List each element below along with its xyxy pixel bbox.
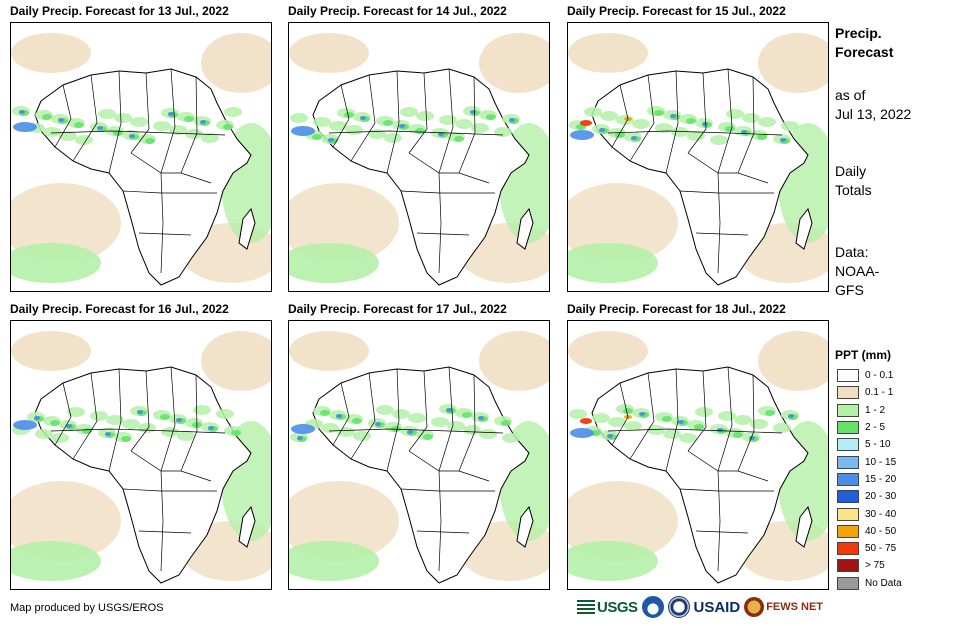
usgs-logo: USGS bbox=[577, 599, 638, 616]
legend-label: 1 - 2 bbox=[865, 404, 886, 416]
legend-item: 40 - 50 bbox=[837, 523, 902, 540]
legend-item: 10 - 15 bbox=[837, 453, 902, 470]
precip-map[interactable] bbox=[10, 320, 272, 590]
as-of-date: as of Jul 13, 2022 bbox=[835, 86, 911, 124]
africa-map-svg bbox=[289, 331, 549, 584]
legend-swatch bbox=[837, 576, 859, 590]
legend-item: > 75 bbox=[837, 557, 902, 574]
precip-map[interactable] bbox=[10, 22, 272, 292]
legend-item: No Data bbox=[837, 575, 902, 592]
legend-swatch bbox=[837, 490, 859, 504]
panel-title: Daily Precip. Forecast for 18 Jul., 2022 bbox=[567, 302, 786, 316]
usgs-wave-icon bbox=[577, 600, 595, 614]
legend-swatch bbox=[837, 421, 859, 435]
data-source: Data: NOAA- GFS bbox=[835, 243, 879, 300]
daily-totals-note: Daily Totals bbox=[835, 162, 872, 200]
precip-map[interactable] bbox=[288, 320, 550, 590]
data-source-line2: GFS bbox=[835, 282, 864, 298]
data-label: Data: bbox=[835, 244, 869, 260]
seal-logo-icon bbox=[667, 596, 690, 618]
legend-label: 20 - 30 bbox=[865, 491, 897, 503]
map-credit: Map produced by USGS/EROS bbox=[10, 602, 164, 614]
fews-logo-text: FEWS NET bbox=[766, 601, 824, 613]
africa-map-svg bbox=[289, 33, 549, 286]
legend-item: 0 - 0.1 bbox=[837, 367, 902, 384]
legend: 0 - 0.1 0.1 - 1 1 - 2 2 - 5 5 - 10 10 - … bbox=[837, 367, 902, 592]
legend-swatch bbox=[837, 507, 859, 521]
legend-label: 40 - 50 bbox=[865, 525, 897, 537]
africa-map-svg bbox=[11, 331, 271, 584]
legend-item: 20 - 30 bbox=[837, 488, 902, 505]
precip-map[interactable] bbox=[288, 22, 550, 292]
partner-logos: USGS USAID FEWS NET bbox=[577, 594, 823, 620]
africa-map-svg bbox=[568, 331, 828, 584]
legend-item: 2 - 5 bbox=[837, 419, 902, 436]
panel-title: Daily Precip. Forecast for 17 Jul., 2022 bbox=[288, 302, 507, 316]
precip-map[interactable] bbox=[567, 22, 829, 292]
usgs-logo-text: USGS bbox=[597, 598, 638, 616]
legend-label: No Data bbox=[865, 577, 902, 589]
legend-label: 10 - 15 bbox=[865, 456, 897, 468]
totals-label: Totals bbox=[835, 182, 872, 198]
legend-swatch bbox=[837, 455, 859, 469]
legend-label: 0 - 0.1 bbox=[865, 370, 894, 382]
noaa-logo-icon bbox=[641, 596, 664, 618]
africa-map-svg bbox=[11, 33, 271, 286]
legend-item: 50 - 75 bbox=[837, 540, 902, 557]
fews-net-logo: FEWS NET bbox=[744, 597, 823, 617]
precip-map[interactable] bbox=[567, 320, 829, 590]
usaid-logo: USAID bbox=[693, 598, 741, 616]
africa-map-svg bbox=[568, 33, 828, 286]
as-of-value: Jul 13, 2022 bbox=[835, 106, 912, 122]
panel-title: Daily Precip. Forecast for 14 Jul., 2022 bbox=[288, 4, 507, 18]
legend-label: 50 - 75 bbox=[865, 543, 897, 555]
legend-title: PPT (mm) bbox=[835, 348, 892, 362]
legend-swatch bbox=[837, 524, 859, 538]
legend-swatch bbox=[837, 369, 859, 383]
fews-globe-icon bbox=[744, 597, 765, 617]
legend-swatch bbox=[837, 386, 859, 400]
legend-item: 15 - 20 bbox=[837, 471, 902, 488]
panel-title: Daily Precip. Forecast for 13 Jul., 2022 bbox=[10, 4, 229, 18]
legend-label: 5 - 10 bbox=[865, 439, 891, 451]
legend-swatch bbox=[837, 542, 859, 556]
legend-label: 15 - 20 bbox=[865, 473, 897, 485]
panel-title: Daily Precip. Forecast for 15 Jul., 2022 bbox=[567, 4, 786, 18]
forecast-title-line2: Forecast bbox=[835, 44, 894, 60]
legend-swatch bbox=[837, 472, 859, 486]
legend-swatch bbox=[837, 403, 859, 417]
forecast-title: Precip. Forecast bbox=[835, 24, 893, 62]
daily-label: Daily bbox=[835, 163, 867, 179]
legend-label: 2 - 5 bbox=[865, 422, 886, 434]
legend-item: 30 - 40 bbox=[837, 505, 902, 522]
panel-title: Daily Precip. Forecast for 16 Jul., 2022 bbox=[10, 302, 229, 316]
legend-label: 30 - 40 bbox=[865, 508, 897, 520]
legend-item: 0.1 - 1 bbox=[837, 384, 902, 401]
legend-swatch bbox=[837, 559, 859, 573]
forecast-title-line1: Precip. bbox=[835, 25, 882, 41]
legend-item: 5 - 10 bbox=[837, 436, 902, 453]
legend-item: 1 - 2 bbox=[837, 402, 902, 419]
as-of-label: as of bbox=[835, 87, 866, 103]
legend-label: > 75 bbox=[865, 560, 885, 572]
data-source-line1: NOAA- bbox=[835, 263, 880, 279]
legend-swatch bbox=[837, 438, 859, 452]
legend-label: 0.1 - 1 bbox=[865, 387, 894, 399]
